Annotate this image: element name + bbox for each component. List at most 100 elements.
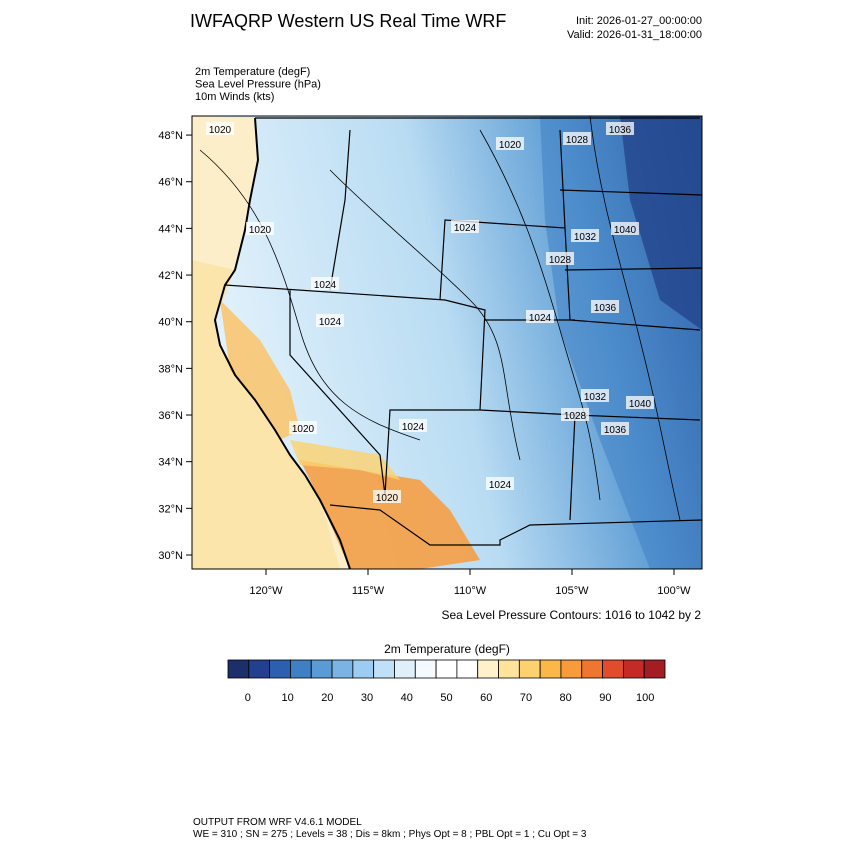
contour-label: 1024	[314, 280, 337, 291]
lon-label: 100°W	[657, 585, 691, 597]
lat-label: 32°N	[158, 503, 183, 515]
colorbar-swatch	[269, 659, 291, 679]
contour-label-box	[563, 132, 591, 145]
title: IWFAQRP Western US Real Time WRF	[190, 11, 506, 31]
lat-label: 44°N	[158, 223, 183, 235]
contour-label-box	[311, 277, 339, 290]
cold-core	[620, 116, 702, 330]
colorbar-swatch	[643, 659, 666, 679]
lon-label: 115°W	[352, 585, 385, 597]
colorbar-swatch	[394, 659, 416, 679]
contour-label-box	[486, 477, 514, 490]
contour-label-box	[289, 421, 317, 434]
contour-label-box	[591, 300, 619, 313]
lon-label: 120°W	[249, 585, 283, 597]
contour-label: 1024	[454, 223, 477, 234]
colorbar-swatch	[414, 659, 437, 679]
footer-line: WE = 310 ; SN = 275 ; Levels = 38 ; Dis …	[193, 829, 587, 840]
contour-label-box	[601, 422, 629, 435]
colorbar-swatch	[290, 659, 312, 679]
contour-label: 1020	[249, 225, 272, 236]
field-label: 10m Winds (kts)	[195, 91, 274, 103]
contour-caption: Sea Level Pressure Contours: 1016 to 104…	[442, 608, 702, 622]
contour-label: 1024	[402, 422, 425, 433]
contour-label: 1032	[574, 232, 597, 243]
contour-label: 1024	[529, 313, 552, 324]
colorbar-swatch	[539, 659, 562, 679]
contour-label: 1020	[499, 140, 522, 151]
colorbar-label: 0	[245, 692, 251, 704]
map-field: 1020 1020 1028 1036 1020 1024 1032 1040 1028 1024…	[192, 116, 702, 569]
contour-label-box	[316, 314, 344, 327]
colorbar-label: 10	[281, 692, 293, 704]
contour-label: 1020	[209, 125, 232, 136]
contour-label: 1028	[566, 135, 589, 146]
colorbar-swatch	[310, 659, 333, 679]
contour-label: 1028	[564, 411, 587, 422]
field-label: Sea Level Pressure (hPa)	[195, 79, 321, 91]
lat-label: 34°N	[158, 457, 183, 469]
colorbar-swatch	[581, 659, 603, 679]
lon-label: 105°W	[555, 585, 589, 597]
colorbar-swatch	[352, 659, 375, 679]
colorbar-label: 20	[321, 692, 333, 704]
ocean-warm	[192, 260, 340, 569]
footer-line: OUTPUT FROM WRF V4.6.1 MODEL	[193, 817, 362, 828]
colorbar-swatch	[331, 659, 354, 679]
field-label: 2m Temperature (degF)	[195, 66, 310, 78]
colorbar-label: 100	[636, 692, 654, 704]
contour-label-box	[246, 222, 274, 235]
colorbar-swatch	[477, 659, 499, 679]
contour-label-box	[373, 490, 401, 503]
lat-label: 30°N	[158, 550, 183, 562]
colorbar-swatch	[435, 659, 458, 679]
valid-time: Valid: 2026-01-31_18:00:00	[567, 29, 702, 41]
colorbar-swatch	[248, 659, 271, 679]
contour-label: 1040	[629, 399, 652, 410]
colorbar-label: 70	[520, 692, 532, 704]
colorbar-swatch	[518, 659, 541, 679]
colorbar-label: 60	[480, 692, 492, 704]
colorbar-label: 30	[361, 692, 373, 704]
contour-label-box	[496, 137, 524, 150]
colorbar-swatch	[498, 659, 520, 679]
colorbar-label: 90	[599, 692, 611, 704]
colorbar-label: 40	[401, 692, 413, 704]
colorbar-swatch	[602, 659, 624, 679]
contour-label-box	[561, 408, 589, 421]
contour-label-box	[581, 389, 609, 402]
contour-label: 1036	[609, 125, 632, 136]
contour-label-box	[206, 122, 234, 135]
colorbar-swatch	[373, 659, 395, 679]
colorbar-swatch	[622, 659, 645, 679]
contour-label: 1036	[604, 425, 627, 436]
contour-label: 1028	[549, 255, 572, 266]
contour-label-box	[546, 252, 574, 265]
contour-label: 1024	[319, 317, 342, 328]
contour-label: 1036	[594, 303, 617, 314]
valley-warm	[220, 300, 300, 440]
init-time: Init: 2026-01-27_00:00:00	[576, 15, 702, 27]
colorbar-swatch	[227, 659, 250, 679]
contour-label: 1020	[292, 424, 315, 435]
lat-label: 42°N	[158, 270, 183, 282]
contour-label: 1040	[614, 225, 637, 236]
colorbar-label: 50	[440, 692, 452, 704]
pressure-contours	[199, 116, 681, 521]
contour-label-box	[571, 229, 599, 242]
contour-label-box	[451, 220, 479, 233]
colorbar-title: 2m Temperature (degF)	[384, 642, 510, 656]
lon-label: 110°W	[454, 585, 487, 597]
contour-label: 1032	[584, 392, 607, 403]
lat-label: 36°N	[158, 410, 183, 422]
lat-label: 48°N	[158, 130, 183, 142]
colorbar-label: 80	[560, 692, 572, 704]
contour-label-box	[626, 396, 654, 409]
colorbar-swatch	[560, 659, 583, 679]
contour-label-box	[526, 310, 554, 323]
lat-label: 40°N	[158, 317, 183, 329]
lat-label: 46°N	[158, 177, 183, 189]
contour-label: 1024	[489, 480, 512, 491]
